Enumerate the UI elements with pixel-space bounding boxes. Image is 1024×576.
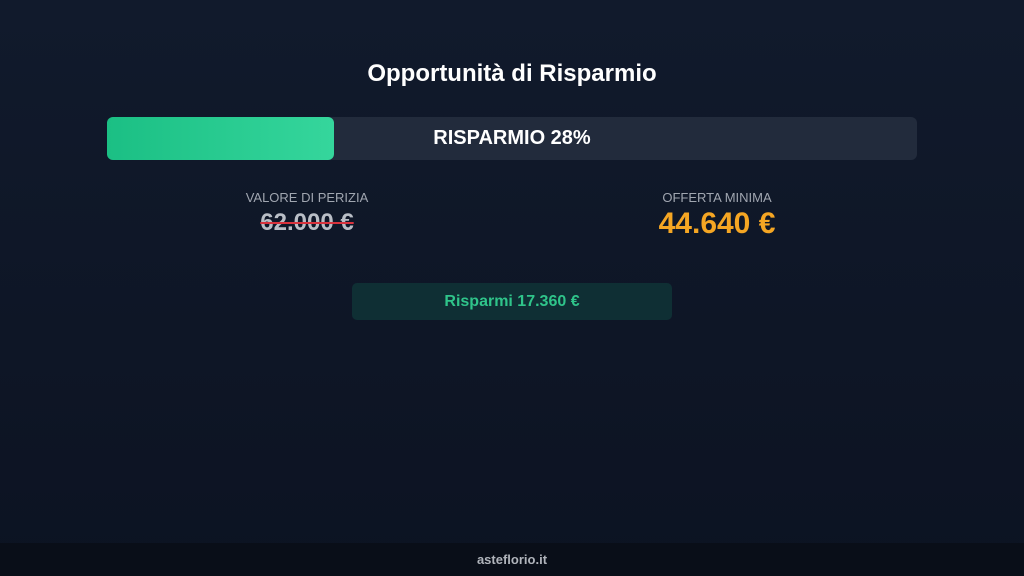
appraisal-label: VALORE DI PERIZIA	[245, 190, 369, 205]
progress-fill	[107, 117, 334, 160]
progress-label: RISPARMIO 28%	[433, 127, 591, 149]
appraisal-value-block: VALORE DI PERIZIA 62.000 €	[157, 190, 457, 237]
minimum-offer-label: OFFERTA MINIMA	[662, 190, 772, 205]
minimum-offer-block: OFFERTA MINIMA 44.640 €	[567, 190, 867, 241]
footer-site: asteflorio.it	[0, 543, 1024, 576]
savings-badge: Risparmi 17.360 €	[352, 283, 672, 320]
minimum-offer-value: 44.640 €	[658, 207, 776, 240]
page-title: Opportunità di Risparmio	[367, 60, 657, 87]
appraisal-value: 62.000 €	[260, 209, 354, 236]
savings-progress-bar: RISPARMIO 28%	[107, 117, 917, 160]
